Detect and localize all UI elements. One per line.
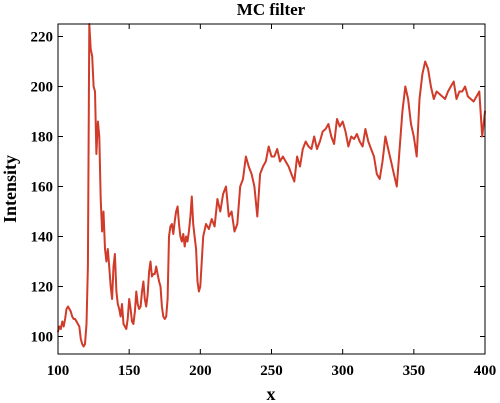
chart-title: MC filter xyxy=(237,0,306,19)
y-tick-label: 160 xyxy=(31,180,54,196)
x-tick-label: 250 xyxy=(260,363,283,379)
x-tick-label: 150 xyxy=(118,363,141,379)
x-tick-label: 300 xyxy=(331,363,354,379)
x-tick-label: 100 xyxy=(47,363,70,379)
y-axis-label: Intensity xyxy=(0,155,20,223)
y-tick-label: 200 xyxy=(31,80,54,96)
data-line xyxy=(57,23,486,348)
y-tick-label: 220 xyxy=(31,30,54,46)
x-tick-label: 350 xyxy=(403,363,426,379)
y-tick-label: 120 xyxy=(31,280,54,296)
x-tick-label: 200 xyxy=(189,363,212,379)
y-tick-label: 180 xyxy=(31,130,54,146)
y-tick-label: 100 xyxy=(31,330,54,346)
plot-frame xyxy=(57,23,486,355)
y-axis-ticks: 100 120 140 160 180 200 220 xyxy=(31,30,485,346)
y-tick-label: 140 xyxy=(31,230,54,246)
x-axis-label: x xyxy=(267,384,276,403)
x-axis-ticks: 100 150 200 250 300 350 400 xyxy=(47,24,497,379)
x-tick-label: 400 xyxy=(474,363,497,379)
